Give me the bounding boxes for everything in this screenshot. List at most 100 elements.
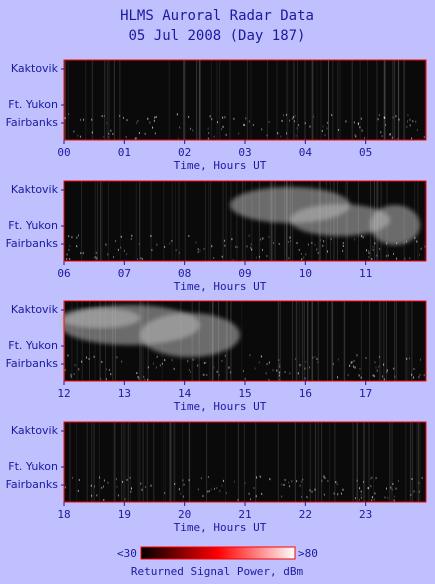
texture-dot (152, 126, 154, 129)
texture-dot (342, 249, 344, 252)
x-tick-label: 10 (299, 267, 312, 280)
texture-dot (301, 258, 303, 261)
texture-dot (359, 487, 361, 490)
texture-dot (409, 357, 411, 360)
texture-dot (374, 361, 376, 364)
texture-dot (144, 132, 146, 135)
texture-streak (287, 60, 289, 140)
texture-dot (380, 131, 382, 134)
texture-streak (276, 60, 278, 140)
texture-dot (338, 128, 340, 131)
texture-dot (291, 117, 293, 120)
texture-dot (302, 478, 304, 481)
texture-streak (331, 301, 333, 381)
texture-dot (142, 258, 144, 261)
texture-streak (398, 60, 400, 140)
texture-dot (93, 355, 95, 358)
texture-dot (213, 366, 215, 369)
texture-streak (293, 60, 295, 140)
texture-dot (283, 114, 285, 117)
texture-dot (197, 488, 199, 491)
texture-dot (85, 356, 87, 359)
texture-dot (349, 364, 351, 367)
texture-dot (374, 498, 376, 501)
texture-dot (278, 242, 280, 245)
texture-dot (192, 358, 194, 361)
texture-dot (361, 235, 363, 238)
texture-dot (106, 122, 108, 125)
texture-dot (385, 487, 387, 490)
texture-dot (261, 128, 263, 131)
x-tick-label: 14 (178, 387, 192, 400)
x-tick-label: 18 (57, 508, 70, 521)
texture-streak (321, 422, 323, 502)
aurora (140, 313, 240, 357)
texture-dot (154, 132, 156, 135)
texture-dot (413, 490, 415, 493)
texture-streak (236, 181, 238, 261)
texture-streak (124, 422, 126, 502)
texture-dot (360, 490, 362, 493)
texture-dot (76, 245, 78, 248)
texture-dot (371, 496, 373, 499)
texture-streak (311, 60, 313, 140)
texture-dot (309, 125, 311, 128)
texture-dot (279, 365, 281, 368)
texture-streak (332, 301, 334, 381)
texture-streak (81, 301, 83, 381)
texture-dot (409, 118, 411, 121)
texture-streak (394, 301, 396, 381)
texture-dot (266, 255, 268, 258)
texture-dot (386, 370, 388, 373)
texture-streak (175, 181, 177, 261)
texture-dot (387, 496, 389, 499)
texture-dot (231, 238, 233, 241)
x-axis-title: Time, Hours UT (174, 159, 267, 172)
texture-dot (376, 369, 378, 372)
texture-dot (153, 119, 155, 122)
texture-dot (99, 476, 101, 479)
texture-streak (351, 60, 353, 140)
texture-dot (295, 357, 297, 360)
texture-dot (124, 498, 126, 501)
texture-dot (371, 499, 373, 502)
texture-dot (413, 367, 415, 370)
texture-streak (312, 301, 314, 381)
texture-dot (383, 378, 385, 381)
texture-dot (88, 357, 90, 360)
texture-dot (200, 477, 202, 480)
texture-streak (169, 422, 171, 502)
texture-dot (232, 258, 234, 261)
x-tick-label: 01 (118, 146, 131, 159)
texture-dot (91, 494, 93, 497)
texture-dot (392, 116, 394, 119)
texture-dot (279, 378, 281, 381)
texture-dot (248, 492, 250, 495)
texture-dot (418, 482, 420, 485)
texture-streak (384, 60, 386, 140)
texture-streak (67, 60, 69, 140)
texture-streak (312, 60, 314, 140)
texture-dot (360, 496, 362, 499)
texture-streak (278, 301, 280, 381)
texture-dot (290, 240, 292, 243)
x-tick-label: 02 (178, 146, 191, 159)
texture-streak (196, 60, 198, 140)
texture-dot (102, 485, 104, 488)
texture-dot (223, 239, 225, 242)
texture-dot (258, 361, 260, 364)
texture-dot (202, 373, 204, 376)
texture-dot (381, 135, 383, 138)
texture-dot (175, 249, 177, 252)
texture-dot (366, 487, 368, 490)
texture-streak (189, 422, 191, 502)
texture-dot (174, 482, 176, 485)
texture-dot (259, 255, 261, 258)
texture-dot (183, 483, 185, 486)
texture-dot (210, 488, 212, 491)
texture-streak (223, 181, 225, 261)
texture-dot (305, 253, 307, 256)
texture-streak (303, 301, 305, 381)
texture-dot (309, 489, 311, 492)
